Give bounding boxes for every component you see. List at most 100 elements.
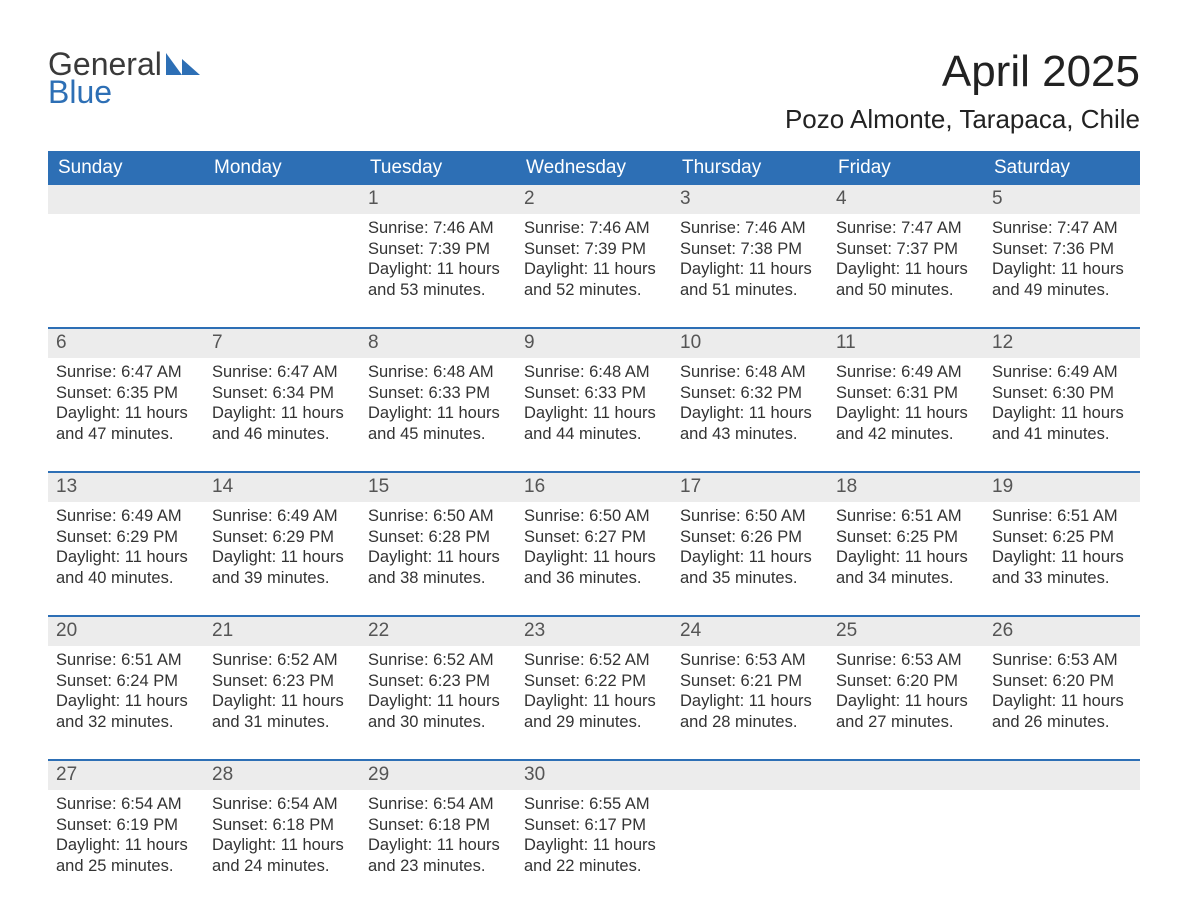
daylight-line-1: Daylight: 11 hours	[524, 835, 664, 856]
sunset-line: Sunset: 6:29 PM	[56, 527, 196, 548]
sunrise-line: Sunrise: 6:53 AM	[680, 650, 820, 671]
day-number: 25	[828, 617, 984, 646]
day-number: 30	[516, 761, 672, 790]
sunrise-line: Sunrise: 6:51 AM	[56, 650, 196, 671]
day-details	[48, 214, 204, 218]
calendar-cell: 23Sunrise: 6:52 AMSunset: 6:22 PMDayligh…	[516, 615, 672, 759]
day-number: 15	[360, 473, 516, 502]
weekday-header: Wednesday	[516, 151, 672, 185]
day-number: 17	[672, 473, 828, 502]
sunset-line: Sunset: 6:21 PM	[680, 671, 820, 692]
calendar-cell: 21Sunrise: 6:52 AMSunset: 6:23 PMDayligh…	[204, 615, 360, 759]
day-number: 24	[672, 617, 828, 646]
day-details: Sunrise: 6:51 AMSunset: 6:25 PMDaylight:…	[984, 502, 1140, 589]
day-details: Sunrise: 6:48 AMSunset: 6:33 PMDaylight:…	[516, 358, 672, 445]
sunrise-line: Sunrise: 6:55 AM	[524, 794, 664, 815]
daylight-line-1: Daylight: 11 hours	[524, 403, 664, 424]
sunrise-line: Sunrise: 6:49 AM	[992, 362, 1132, 383]
calendar-cell: 26Sunrise: 6:53 AMSunset: 6:20 PMDayligh…	[984, 615, 1140, 759]
day-details: Sunrise: 7:47 AMSunset: 7:36 PMDaylight:…	[984, 214, 1140, 301]
daylight-line-1: Daylight: 11 hours	[524, 259, 664, 280]
brand-logo: General Blue	[48, 48, 204, 108]
sunrise-line: Sunrise: 6:47 AM	[56, 362, 196, 383]
calendar-cell: 11Sunrise: 6:49 AMSunset: 6:31 PMDayligh…	[828, 327, 984, 471]
day-details: Sunrise: 6:54 AMSunset: 6:18 PMDaylight:…	[360, 790, 516, 877]
day-details: Sunrise: 7:46 AMSunset: 7:39 PMDaylight:…	[360, 214, 516, 301]
sunset-line: Sunset: 6:26 PM	[680, 527, 820, 548]
day-details: Sunrise: 6:48 AMSunset: 6:33 PMDaylight:…	[360, 358, 516, 445]
sunset-line: Sunset: 7:38 PM	[680, 239, 820, 260]
day-number: 1	[360, 185, 516, 214]
daylight-line-2: and 42 minutes.	[836, 424, 976, 445]
sunset-line: Sunset: 6:20 PM	[836, 671, 976, 692]
day-number	[48, 185, 204, 214]
sunrise-line: Sunrise: 6:47 AM	[212, 362, 352, 383]
sunset-line: Sunset: 6:31 PM	[836, 383, 976, 404]
day-number: 14	[204, 473, 360, 502]
calendar-cell: 28Sunrise: 6:54 AMSunset: 6:18 PMDayligh…	[204, 759, 360, 903]
weekday-header: Tuesday	[360, 151, 516, 185]
sunset-line: Sunset: 7:39 PM	[368, 239, 508, 260]
sunset-line: Sunset: 7:37 PM	[836, 239, 976, 260]
calendar-cell: 5Sunrise: 7:47 AMSunset: 7:36 PMDaylight…	[984, 185, 1140, 327]
daylight-line-1: Daylight: 11 hours	[56, 547, 196, 568]
daylight-line-2: and 45 minutes.	[368, 424, 508, 445]
sunrise-line: Sunrise: 6:51 AM	[992, 506, 1132, 527]
sunrise-line: Sunrise: 6:48 AM	[680, 362, 820, 383]
daylight-line-1: Daylight: 11 hours	[212, 691, 352, 712]
daylight-line-2: and 51 minutes.	[680, 280, 820, 301]
day-number: 22	[360, 617, 516, 646]
day-details: Sunrise: 6:50 AMSunset: 6:27 PMDaylight:…	[516, 502, 672, 589]
sunrise-line: Sunrise: 7:46 AM	[524, 218, 664, 239]
sunrise-line: Sunrise: 6:54 AM	[56, 794, 196, 815]
calendar-cell: 19Sunrise: 6:51 AMSunset: 6:25 PMDayligh…	[984, 471, 1140, 615]
calendar-week-row: 6Sunrise: 6:47 AMSunset: 6:35 PMDaylight…	[48, 327, 1140, 471]
weekday-header: Friday	[828, 151, 984, 185]
day-details: Sunrise: 6:49 AMSunset: 6:29 PMDaylight:…	[48, 502, 204, 589]
sunrise-line: Sunrise: 6:49 AM	[212, 506, 352, 527]
daylight-line-1: Daylight: 11 hours	[680, 259, 820, 280]
sunrise-line: Sunrise: 6:53 AM	[992, 650, 1132, 671]
sunset-line: Sunset: 6:19 PM	[56, 815, 196, 836]
daylight-line-2: and 25 minutes.	[56, 856, 196, 877]
sunset-line: Sunset: 6:17 PM	[524, 815, 664, 836]
daylight-line-2: and 31 minutes.	[212, 712, 352, 733]
daylight-line-1: Daylight: 11 hours	[212, 547, 352, 568]
day-details: Sunrise: 6:51 AMSunset: 6:24 PMDaylight:…	[48, 646, 204, 733]
day-details: Sunrise: 6:49 AMSunset: 6:30 PMDaylight:…	[984, 358, 1140, 445]
daylight-line-2: and 39 minutes.	[212, 568, 352, 589]
calendar-cell: 12Sunrise: 6:49 AMSunset: 6:30 PMDayligh…	[984, 327, 1140, 471]
day-number: 10	[672, 329, 828, 358]
day-details: Sunrise: 7:46 AMSunset: 7:38 PMDaylight:…	[672, 214, 828, 301]
sunrise-line: Sunrise: 6:52 AM	[368, 650, 508, 671]
sunrise-line: Sunrise: 6:50 AM	[368, 506, 508, 527]
daylight-line-1: Daylight: 11 hours	[368, 835, 508, 856]
calendar-cell: 24Sunrise: 6:53 AMSunset: 6:21 PMDayligh…	[672, 615, 828, 759]
day-number: 9	[516, 329, 672, 358]
day-details: Sunrise: 6:49 AMSunset: 6:31 PMDaylight:…	[828, 358, 984, 445]
daylight-line-1: Daylight: 11 hours	[680, 547, 820, 568]
weekday-header: Thursday	[672, 151, 828, 185]
daylight-line-1: Daylight: 11 hours	[524, 547, 664, 568]
calendar-cell: 9Sunrise: 6:48 AMSunset: 6:33 PMDaylight…	[516, 327, 672, 471]
day-number: 20	[48, 617, 204, 646]
weekday-header-row: SundayMondayTuesdayWednesdayThursdayFrid…	[48, 151, 1140, 185]
day-details: Sunrise: 7:46 AMSunset: 7:39 PMDaylight:…	[516, 214, 672, 301]
daylight-line-1: Daylight: 11 hours	[368, 259, 508, 280]
sunset-line: Sunset: 6:25 PM	[836, 527, 976, 548]
sunset-line: Sunset: 7:36 PM	[992, 239, 1132, 260]
calendar-cell: 30 Sunrise: 6:55 AMSunset: 6:17 PMDayligh…	[516, 759, 672, 903]
day-number: 26	[984, 617, 1140, 646]
daylight-line-1: Daylight: 11 hours	[836, 547, 976, 568]
calendar-cell	[984, 759, 1140, 903]
day-details	[828, 790, 984, 794]
sunrise-line: Sunrise: 7:46 AM	[680, 218, 820, 239]
calendar-week-row: 1Sunrise: 7:46 AMSunset: 7:39 PMDaylight…	[48, 185, 1140, 327]
day-number	[828, 761, 984, 790]
daylight-line-1: Daylight: 11 hours	[524, 691, 664, 712]
daylight-line-2: and 41 minutes.	[992, 424, 1132, 445]
day-details: Sunrise: 6:51 AMSunset: 6:25 PMDaylight:…	[828, 502, 984, 589]
day-details: Sunrise: 6:49 AMSunset: 6:29 PMDaylight:…	[204, 502, 360, 589]
calendar-cell: 6Sunrise: 6:47 AMSunset: 6:35 PMDaylight…	[48, 327, 204, 471]
sunrise-line: Sunrise: 6:49 AM	[836, 362, 976, 383]
